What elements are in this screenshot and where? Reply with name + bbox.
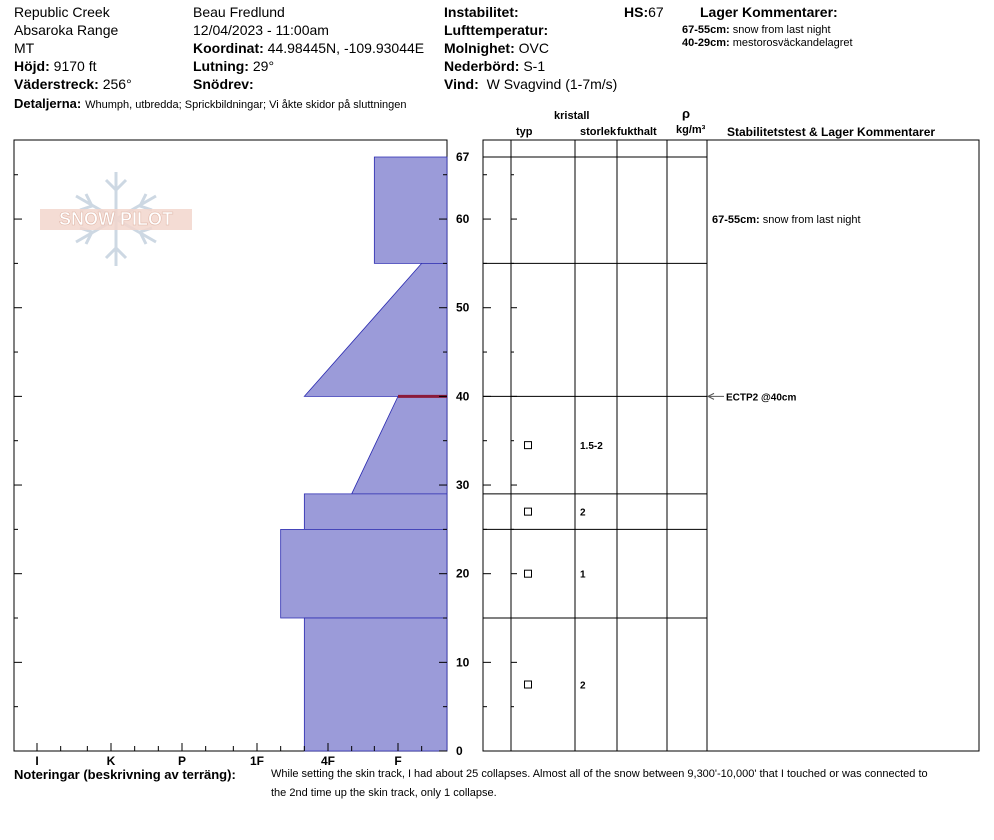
hardness-layer-4	[303, 493, 448, 530]
test-arrow-icon	[706, 392, 715, 400]
crystal-markers: 1.5-2 2 1 2	[524, 441, 603, 692]
hardness-tick-label: I	[35, 754, 38, 768]
layer-note: 67-55cm: snow from last night	[712, 214, 861, 226]
mountain-range: Absaroka Range	[14, 22, 119, 38]
hardness-tick-label: 1F	[250, 754, 264, 768]
layer-comment-2: 40-29cm: mestorosväckandelagret	[682, 37, 853, 49]
drift-label: Snödrev:	[193, 76, 254, 92]
crystal-type-icon	[524, 441, 532, 450]
layer-comment-1-text: snow from last night	[732, 24, 831, 36]
layer-comments-title: Lager Kommentarer:	[700, 4, 838, 20]
hardness-tick-label: 4F	[321, 754, 335, 768]
depth-tick-label: 40	[456, 389, 470, 403]
aspect-row: Väderstreck: 256°	[14, 76, 132, 92]
layer-note-text: snow from last night	[763, 214, 861, 226]
depth-tick-label: 67	[456, 150, 470, 164]
hardness-layer-2	[303, 262, 448, 397]
hs-label: HS:	[624, 4, 649, 20]
aspect-label: Väderstreck:	[14, 76, 99, 92]
location-name: Republic Creek	[14, 4, 110, 20]
crystal-size-label: 1	[580, 570, 586, 581]
density-unit-header: kg/m³	[676, 124, 706, 136]
sky-label: Molnighet:	[444, 40, 515, 56]
air-temp-row: Lufttemperatur:	[444, 22, 548, 38]
precip-label: Nederbörd:	[444, 58, 520, 74]
observer-name: Beau Fredlund	[193, 4, 285, 20]
notes-label: Noteringar (beskrivning av terräng):	[14, 767, 236, 782]
hardness-tick-label: P	[178, 754, 186, 768]
hardness-axis: I K P 1F 4F F	[35, 743, 423, 768]
crystal-size-label: 2	[580, 681, 586, 692]
slope-label: Lutning:	[193, 58, 249, 74]
crystal-header: kristall	[554, 110, 590, 122]
air-temp-label: Lufttemperatur:	[444, 22, 549, 38]
hardness-layer-1	[373, 156, 448, 264]
layer-comment-2-range: 40-29cm:	[682, 37, 730, 49]
drift-row: Snödrev:	[193, 76, 254, 92]
size-header: storlek	[580, 126, 616, 138]
depth-tick-label: 10	[456, 655, 470, 669]
wind-row: Vind: W Svagvind (1-7m/s)	[444, 76, 617, 92]
state: MT	[14, 40, 35, 56]
sky-value: OVC	[518, 40, 549, 56]
coordinate-value: 44.98445N, -109.93044E	[267, 40, 425, 56]
crystal-type-icon	[524, 680, 532, 689]
wind-value: W Svagvind (1-7m/s)	[486, 76, 618, 92]
hardness-tick-label: F	[394, 754, 401, 768]
hardness-layer-6	[303, 617, 448, 752]
elevation-value: 9170 ft	[53, 58, 97, 74]
depth-tick-label: 20	[456, 567, 470, 581]
coordinate-label: Koordinat:	[193, 40, 264, 56]
layer-comment-2-text: mestorosväckandelagret	[732, 37, 853, 49]
sky-row: Molnighet: OVC	[444, 40, 549, 56]
coordinate-row: Koordinat: 44.98445N, -109.93044E	[193, 40, 424, 56]
details-row: Detaljerna: Whumph, utbredda; Sprickbild…	[14, 95, 407, 111]
layer-comment-1-range: 67-55cm:	[682, 24, 730, 36]
hardness-tick-label: K	[107, 754, 116, 768]
stability-header: Stabilitetstest & Lager Kommentarer	[727, 125, 936, 139]
moisture-header: fukthalt	[617, 126, 657, 138]
slope-row: Lutning: 29°	[193, 58, 274, 74]
hs-value: 67	[648, 4, 664, 20]
rho-header: ρ	[682, 106, 691, 121]
crystal-size-label: 2	[580, 508, 586, 519]
precip-row: Nederbörd: S-1	[444, 58, 545, 74]
hardness-layers	[280, 156, 448, 752]
layer-notes: 67-55cm: snow from last night ECTP2 @40cm	[706, 214, 861, 403]
hardness-layer-3	[351, 395, 448, 495]
depth-axis: 0 10 20 30 40 50 60 67	[14, 150, 517, 758]
hardness-layer-5	[280, 528, 448, 619]
notes-line-1: While setting the skin track, I had abou…	[271, 768, 928, 780]
instability-row: Instabilitet:	[444, 4, 519, 20]
crystal-type-icon	[524, 569, 532, 578]
elevation-row: Höjd: 9170 ft	[14, 58, 96, 74]
wind-label: Vind:	[444, 76, 479, 92]
slope-value: 29°	[252, 58, 275, 74]
precip-value: S-1	[523, 58, 546, 74]
layer-note-range: 67-55cm:	[712, 214, 763, 226]
elevation-label: Höjd:	[14, 58, 50, 74]
stability-test-label: ECTP2 @40cm	[726, 392, 796, 403]
aspect-value: 256°	[102, 76, 132, 92]
type-header: typ	[516, 126, 533, 138]
depth-tick-label: 60	[456, 212, 470, 226]
instability-label: Instabilitet:	[444, 4, 519, 20]
depth-tick-label: 50	[456, 301, 470, 315]
layer-comment-1: 67-55cm: snow from last night	[682, 24, 831, 36]
notes-line-2: the 2nd time up the skin track, only 1 c…	[271, 787, 497, 799]
hs-row: HS:67	[624, 4, 664, 20]
crystal-size-label: 1.5-2	[580, 441, 603, 452]
depth-tick-label: 30	[456, 478, 470, 492]
depth-tick-label: 0	[456, 744, 463, 758]
details-value: Whumph, utbredda; Sprickbildningar; Vi å…	[85, 99, 407, 111]
crystal-type-icon	[524, 507, 532, 516]
layer-rows	[483, 156, 707, 619]
observation-datetime: 12/04/2023 - 11:00am	[193, 22, 329, 38]
layer-table-frame	[482, 139, 980, 752]
details-label: Detaljerna:	[14, 96, 82, 111]
